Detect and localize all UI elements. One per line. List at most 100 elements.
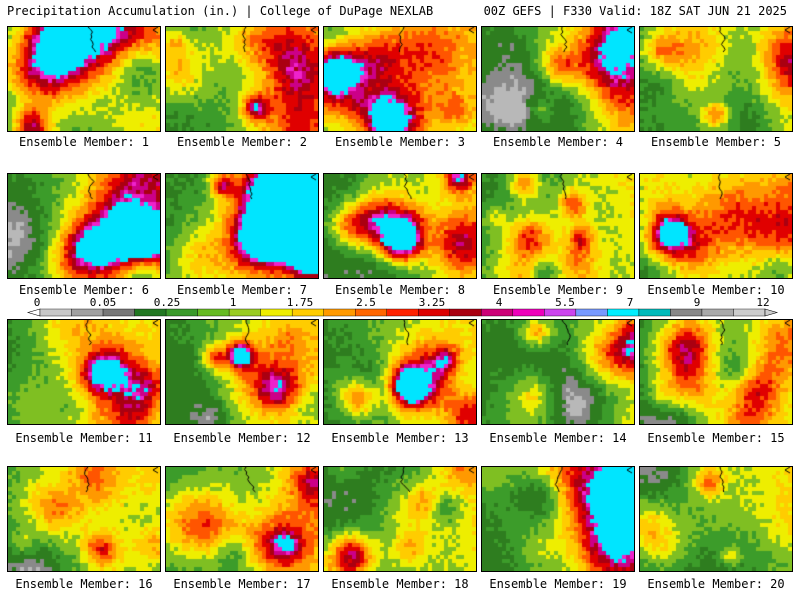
legend-tick-label: 0.05	[89, 296, 117, 309]
precip-field	[324, 320, 476, 424]
legend-tick-label: 3.25	[418, 296, 446, 309]
precip-map-member-3	[323, 26, 477, 132]
precip-field	[8, 174, 160, 278]
member-label: Ensemble Member: 8	[334, 283, 466, 297]
legend-swatch	[71, 308, 104, 317]
precip-field	[640, 174, 792, 278]
precip-field	[166, 320, 318, 424]
member-label: Ensemble Member: 17	[173, 577, 311, 591]
precip-field	[166, 467, 318, 571]
legend-swatch	[134, 308, 167, 317]
legend-swatch	[260, 308, 293, 317]
precip-map-member-19	[481, 466, 635, 572]
precip-map-member-15	[639, 319, 793, 425]
precip-map-member-5	[639, 26, 793, 132]
precip-field	[482, 467, 634, 571]
precip-field	[324, 467, 476, 571]
legend-swatch	[102, 308, 135, 317]
legend-swatch	[733, 308, 766, 317]
member-label: Ensemble Member: 11	[15, 431, 153, 445]
member-label: Ensemble Member: 16	[15, 577, 153, 591]
member-label: Ensemble Member: 4	[492, 135, 624, 149]
legend-swatch	[638, 308, 671, 317]
precip-field	[482, 320, 634, 424]
legend-tick-label: 4	[495, 296, 503, 309]
legend-max-arrow	[764, 308, 779, 317]
legend-tick-label: 1.75	[286, 296, 314, 309]
legend-swatch	[291, 308, 324, 317]
legend-swatch	[228, 308, 261, 317]
precip-field	[640, 320, 792, 424]
precip-field	[324, 27, 476, 131]
precip-field	[324, 174, 476, 278]
member-label: Ensemble Member: 6	[18, 283, 150, 297]
legend-min-arrow	[26, 308, 41, 317]
legend-swatch	[386, 308, 419, 317]
member-label: Ensemble Member: 7	[176, 283, 308, 297]
legend-swatch	[197, 308, 230, 317]
precip-field	[8, 467, 160, 571]
precip-map-member-7	[165, 173, 319, 279]
legend-swatch	[355, 308, 387, 317]
legend-swatch	[607, 308, 640, 317]
title-right: 00Z GEFS | F330 Valid: 18Z SAT JUN 21 20…	[483, 4, 787, 18]
legend-swatch	[165, 308, 198, 317]
legend-swatch	[449, 308, 482, 317]
precip-map-member-16	[7, 466, 161, 572]
legend-tick-label: 5.5	[555, 296, 575, 309]
member-label: Ensemble Member: 14	[489, 431, 627, 445]
precip-field	[8, 27, 160, 131]
legend-tick-label: 0	[33, 296, 41, 309]
member-label: Ensemble Member: 18	[331, 577, 469, 591]
legend-swatch	[39, 308, 72, 317]
member-label: Ensemble Member: 13	[331, 431, 469, 445]
precip-map-member-18	[323, 466, 477, 572]
precip-field	[8, 320, 160, 424]
precip-map-member-12	[165, 319, 319, 425]
member-label: Ensemble Member: 12	[173, 431, 311, 445]
precip-field	[166, 174, 318, 278]
member-label: Ensemble Member: 20	[647, 577, 785, 591]
member-label: Ensemble Member: 10	[647, 283, 785, 297]
member-label: Ensemble Member: 15	[647, 431, 785, 445]
precip-map-member-13	[323, 319, 477, 425]
member-label: Ensemble Member: 3	[334, 135, 466, 149]
legend-swatch	[512, 308, 545, 317]
precip-field	[482, 27, 634, 131]
precip-field	[482, 174, 634, 278]
precip-map-member-8	[323, 173, 477, 279]
legend-tick-label: 7	[626, 296, 634, 309]
legend-tick-label: 2.5	[356, 296, 376, 309]
legend-swatch	[544, 308, 577, 317]
legend-swatch	[575, 308, 608, 317]
precip-map-member-11	[7, 319, 161, 425]
legend-swatch	[481, 308, 514, 317]
precip-map-member-9	[481, 173, 635, 279]
member-label: Ensemble Member: 19	[489, 577, 627, 591]
precip-map-member-20	[639, 466, 793, 572]
member-label: Ensemble Member: 2	[176, 135, 308, 149]
title-left: Precipitation Accumulation (in.) | Colle…	[7, 4, 434, 18]
legend-tick-label: 9	[693, 296, 701, 309]
legend-tick-label: 0.25	[153, 296, 181, 309]
legend-swatch	[670, 308, 703, 317]
precip-map-member-2	[165, 26, 319, 132]
legend-tick-label: 1	[229, 296, 237, 309]
precip-map-member-1	[7, 26, 161, 132]
legend-swatch	[701, 308, 734, 317]
member-label: Ensemble Member: 9	[492, 283, 624, 297]
legend-tick-label: 12	[756, 296, 770, 309]
legend-swatch	[418, 308, 450, 317]
color-legend	[26, 308, 779, 317]
precip-map-member-14	[481, 319, 635, 425]
member-label: Ensemble Member: 1	[18, 135, 150, 149]
member-label: Ensemble Member: 5	[650, 135, 782, 149]
legend-swatch	[323, 308, 356, 317]
precip-map-member-4	[481, 26, 635, 132]
precip-field	[640, 467, 792, 571]
precip-map-member-6	[7, 173, 161, 279]
precip-field	[166, 27, 318, 131]
precip-field	[640, 27, 792, 131]
precip-map-member-10	[639, 173, 793, 279]
precip-map-member-17	[165, 466, 319, 572]
